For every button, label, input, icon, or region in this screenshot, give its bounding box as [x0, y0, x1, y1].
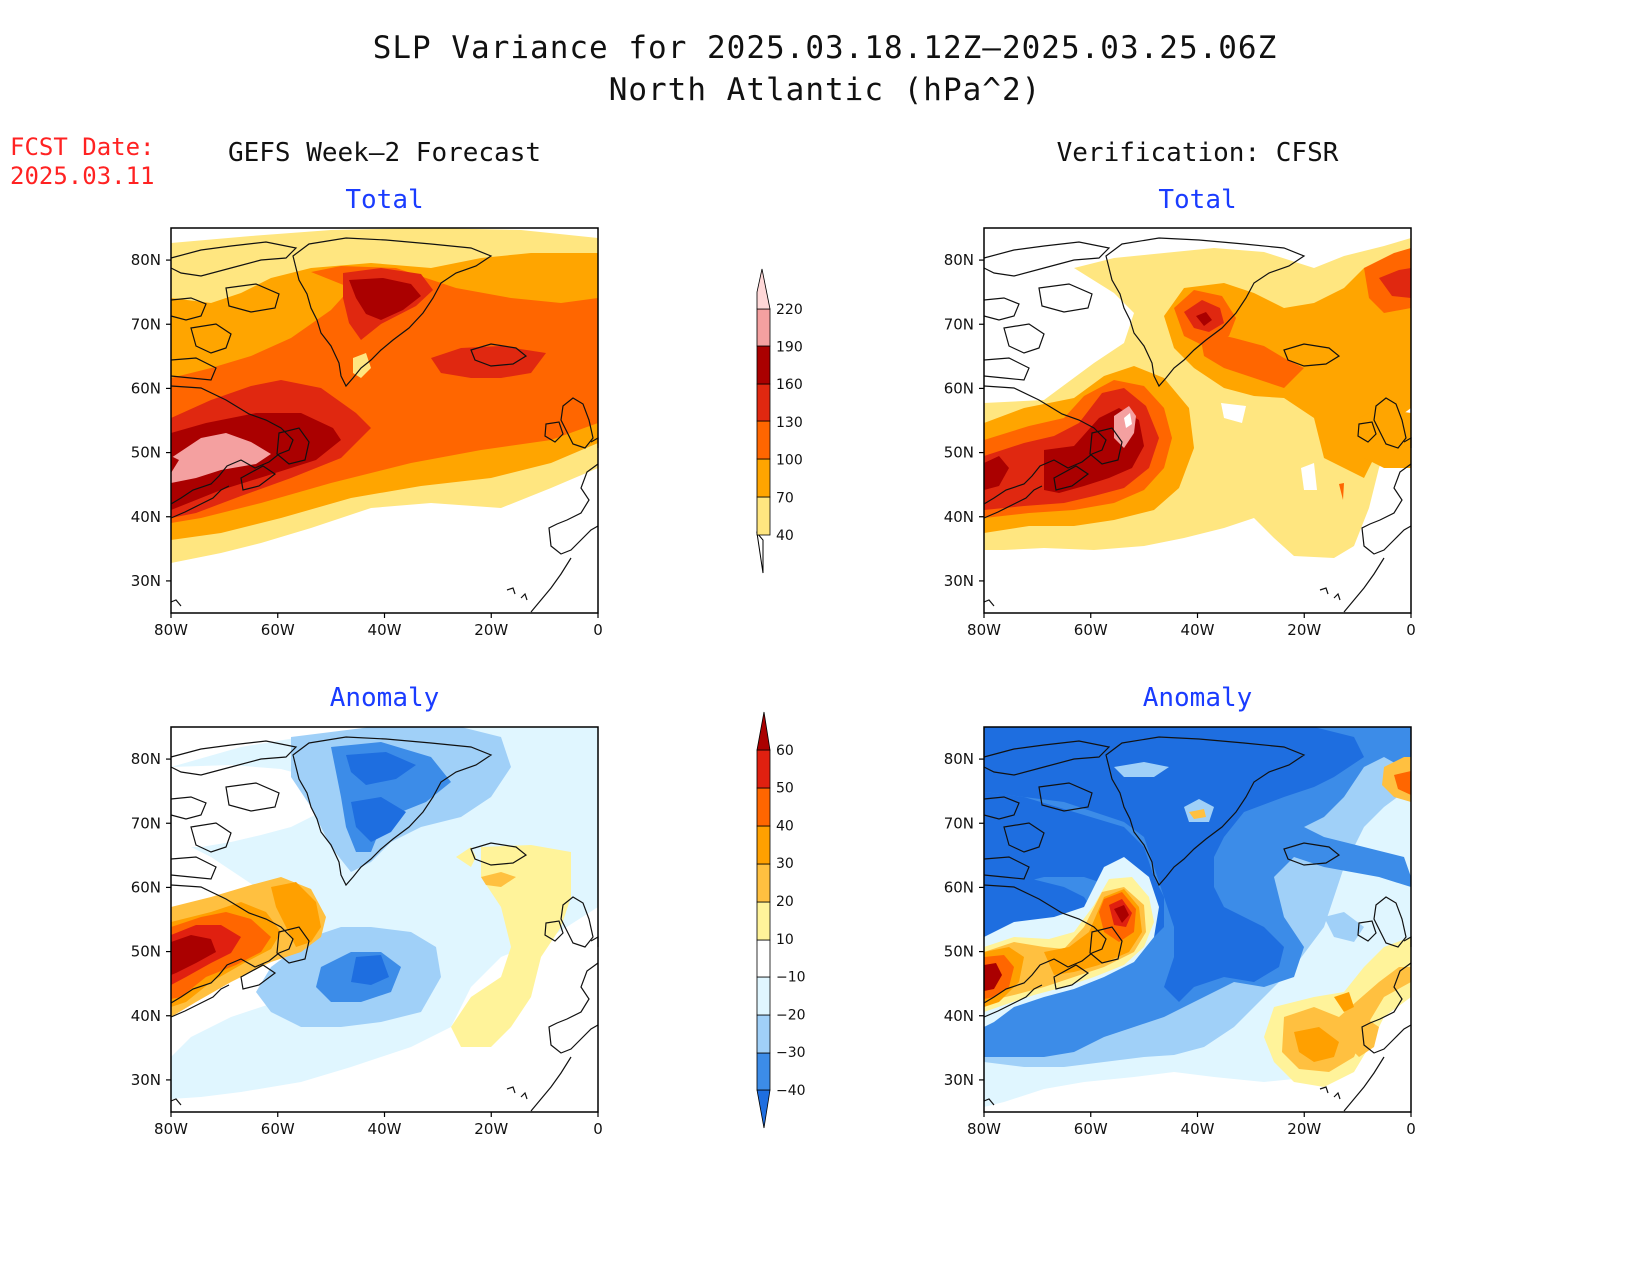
lon-label: 80W [967, 621, 1001, 639]
map-verification-anomaly-fill [984, 727, 1411, 1112]
lat-label: 40N [944, 1007, 974, 1025]
map-forecast-total-fill [171, 228, 598, 613]
lat-label: 70N [944, 315, 974, 333]
lat-label: 50N [131, 444, 161, 462]
lon-label: 20W [474, 1120, 508, 1138]
lat-label: 30N [944, 572, 974, 590]
colorbar-total-label: 70 [776, 490, 794, 506]
colorbar-anomaly [756, 711, 771, 1129]
lat-label: 80N [131, 251, 161, 269]
lon-label: 0 [1406, 1120, 1416, 1138]
colorbar-anomaly-label: −30 [776, 1045, 806, 1061]
colorbar-total [756, 268, 771, 574]
lon-label: 40W [368, 621, 402, 639]
colorbar-anomaly-label: 30 [776, 856, 794, 872]
colorbar-anomaly-label: −40 [776, 1083, 806, 1099]
colorbar-anomaly-label: 50 [776, 781, 794, 797]
map-forecast-anomaly-fill [171, 727, 598, 1112]
column-heading-forecast: GEFS Week–2 Forecast [227, 138, 542, 168]
lon-label: 40W [1181, 1120, 1215, 1138]
lat-label: 50N [944, 444, 974, 462]
lat-label: 40N [944, 508, 974, 526]
lat-label: 30N [131, 572, 161, 590]
panel-title-verification-anomaly: Anomaly [1142, 683, 1253, 713]
lon-label: 80W [154, 1120, 188, 1138]
lat-label: 70N [131, 814, 161, 832]
lon-label: 20W [1287, 1120, 1321, 1138]
lon-label: 60W [261, 621, 295, 639]
fcst-date-value: 2025.03.11 [10, 162, 155, 190]
lat-label: 40N [131, 1007, 161, 1025]
colorbar-anomaly-label: 10 [776, 932, 794, 948]
colorbar-total-label: 220 [776, 302, 803, 318]
fcst-date-label: FCST Date: [10, 133, 155, 161]
lon-label: 0 [1406, 621, 1416, 639]
lat-label: 60N [944, 878, 974, 896]
colorbar-anomaly-label: −20 [776, 1007, 806, 1023]
title-line-2: North Atlantic (hPa^2) [608, 72, 1042, 108]
lat-label: 80N [944, 251, 974, 269]
map-verification-total-fill [984, 228, 1411, 613]
lat-label: 80N [944, 750, 974, 768]
lon-label: 60W [1074, 621, 1108, 639]
lat-label: 60N [131, 878, 161, 896]
lat-label: 70N [944, 814, 974, 832]
lon-label: 40W [1181, 621, 1215, 639]
lon-label: 20W [1287, 621, 1321, 639]
panel-title-verification-total: Total [1158, 185, 1237, 215]
colorbar-total-label: 160 [776, 377, 803, 393]
lat-label: 80N [131, 750, 161, 768]
lat-label: 50N [131, 943, 161, 961]
lon-label: 60W [261, 1120, 295, 1138]
lon-label: 40W [368, 1120, 402, 1138]
lat-label: 60N [944, 379, 974, 397]
colorbar-anomaly-label: 60 [776, 743, 794, 759]
colorbar-anomaly-label: −10 [776, 970, 806, 986]
lat-label: 30N [131, 1071, 161, 1089]
colorbar-anomaly-label: 20 [776, 894, 794, 910]
title-line-1: SLP Variance for 2025.03.18.12Z–2025.03.… [372, 30, 1278, 66]
lon-label: 20W [474, 621, 508, 639]
colorbar-total-label: 100 [776, 453, 803, 469]
lat-label: 30N [944, 1071, 974, 1089]
lat-label: 70N [131, 315, 161, 333]
panel-title-forecast-anomaly: Anomaly [329, 683, 440, 713]
lon-label: 80W [967, 1120, 1001, 1138]
lat-label: 60N [131, 379, 161, 397]
panel-title-forecast-total: Total [345, 185, 424, 215]
lon-label: 80W [154, 621, 188, 639]
column-heading-verification: Verification: CFSR [1056, 138, 1339, 168]
colorbar-total-label: 190 [776, 340, 803, 356]
lon-label: 60W [1074, 1120, 1108, 1138]
colorbar-total-label: 40 [776, 528, 794, 544]
colorbar-total-label: 130 [776, 415, 803, 431]
lon-label: 0 [593, 1120, 603, 1138]
lon-label: 0 [593, 621, 603, 639]
lat-label: 50N [944, 943, 974, 961]
colorbar-anomaly-label: 40 [776, 818, 794, 834]
lat-label: 40N [131, 508, 161, 526]
